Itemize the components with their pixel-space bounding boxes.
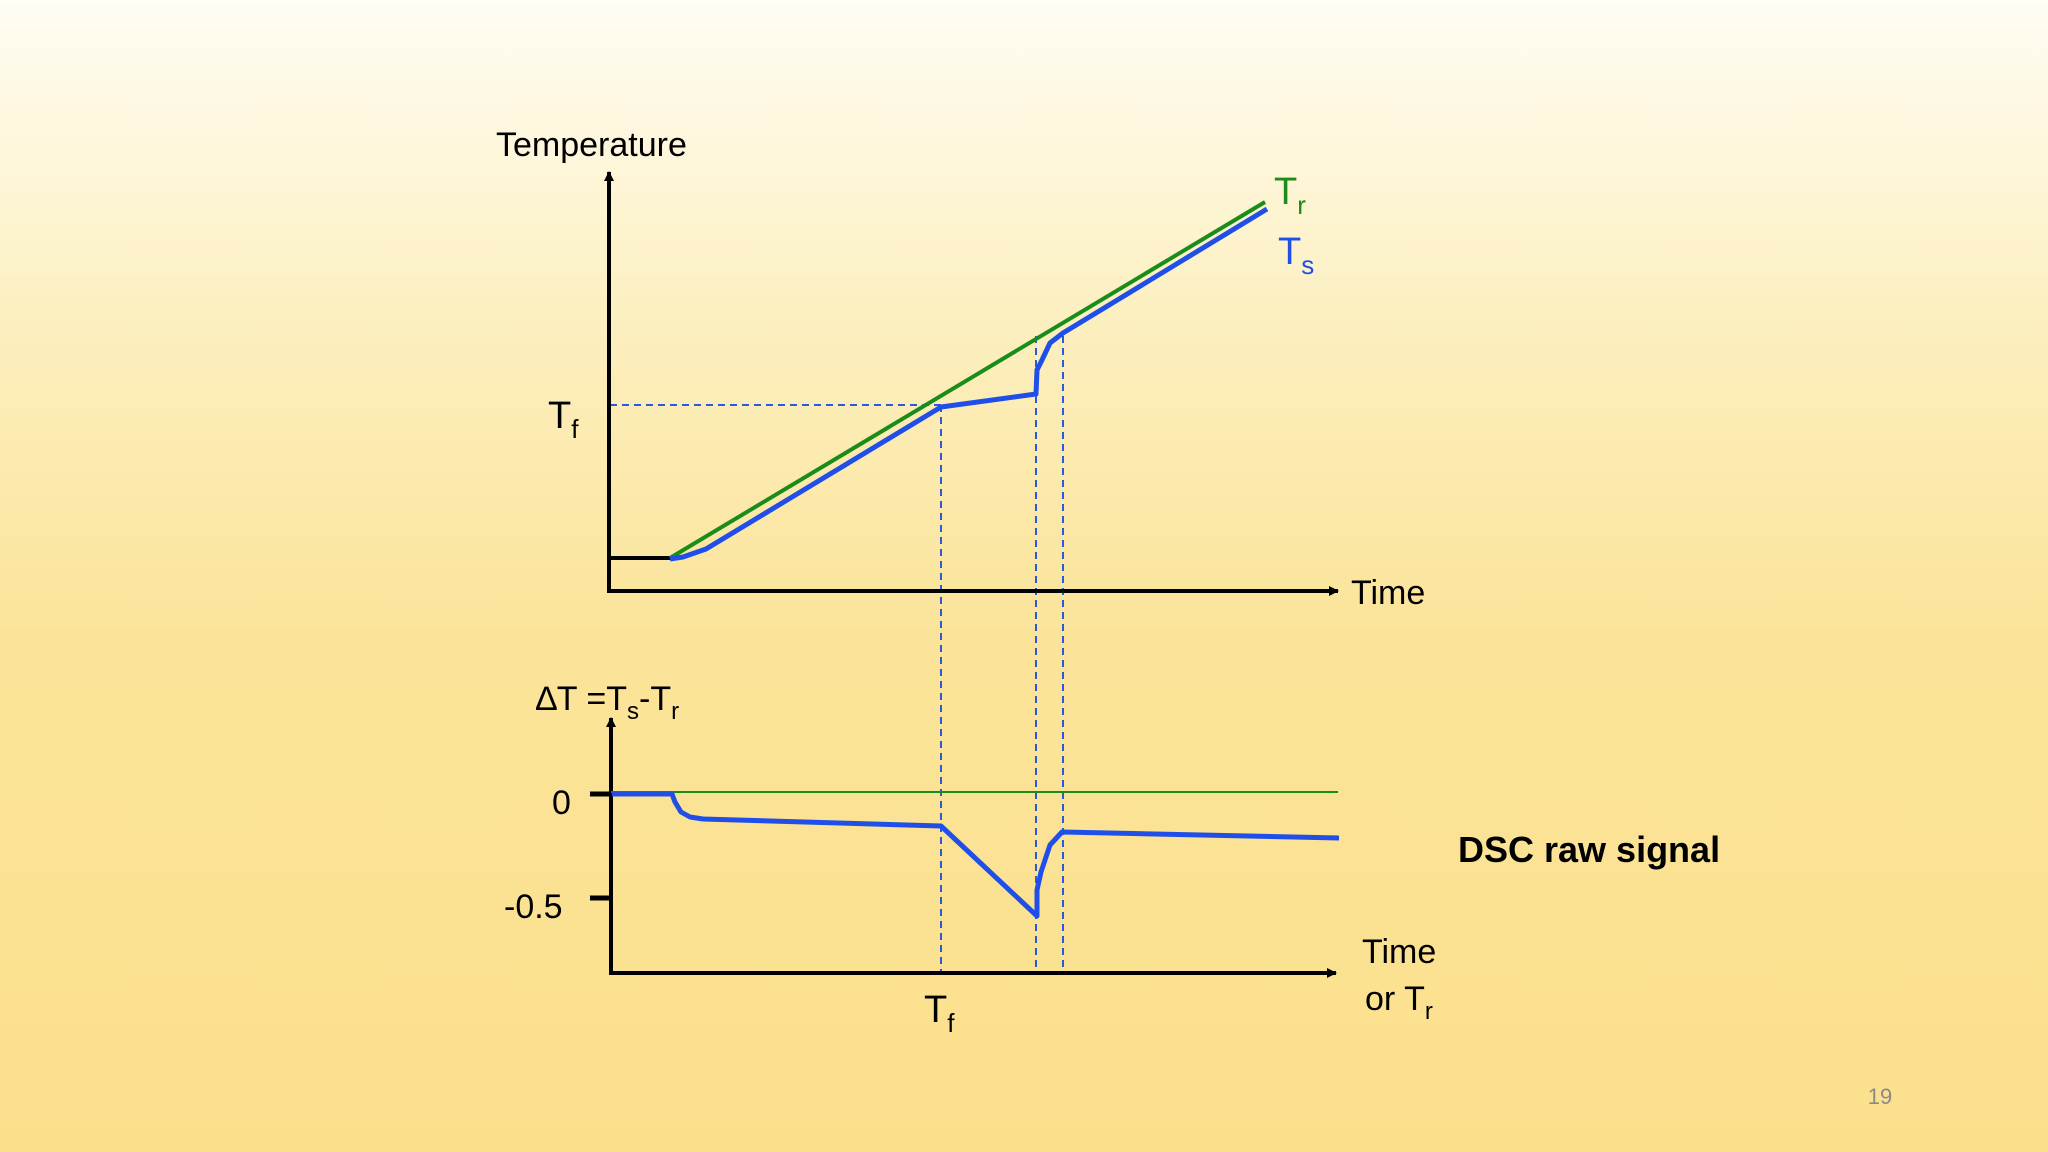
sample-temperature-curve — [669, 206, 1269, 562]
bottom-tf-label: Tf — [924, 989, 955, 1038]
tick-label-minus-half: -0.5 — [504, 888, 563, 926]
page-number: 19 — [1867, 1084, 1893, 1109]
top-x-axis-label: Time — [1351, 574, 1425, 612]
tick-label-zero: 0 — [552, 784, 571, 822]
bottom-x-axis-label: Time or Tr — [1362, 933, 1446, 1025]
dsc-raw-signal-label: DSC raw signal — [1458, 829, 1720, 870]
reference-series-label: Tr — [1274, 171, 1306, 220]
top-y-axis-label: Temperature — [496, 126, 687, 164]
bottom-chart: ∆T =Ts-Tr 0 -0.5 Time or Tr Tf DSC raw s… — [504, 680, 1720, 1038]
reference-temperature-line — [668, 200, 1267, 560]
top-tf-label: Tf — [548, 395, 579, 444]
top-chart: Temperature Time Tf Tr Ts — [496, 126, 1425, 972]
bottom-y-axis-label: ∆T =Ts-Tr — [536, 680, 679, 725]
sample-series-label: Ts — [1278, 231, 1314, 280]
dsc-signal-curve — [612, 791, 1340, 919]
